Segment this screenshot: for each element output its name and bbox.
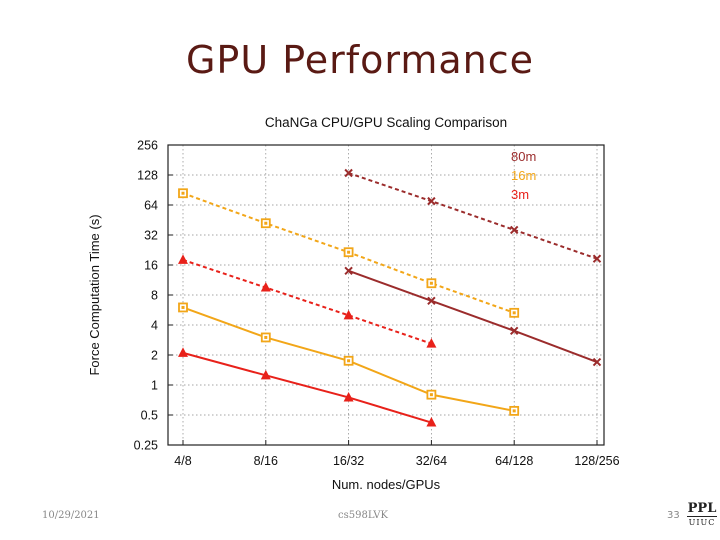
series-16m-gpu <box>178 302 520 416</box>
x-tick-label: 64/128 <box>495 454 533 468</box>
logo-top-text: PPL <box>687 501 717 517</box>
data-point-x-marker <box>509 326 519 335</box>
legend-item-80m: 80m <box>511 149 536 164</box>
data-point-triangle-marker <box>178 254 188 264</box>
legend-item-3m: 3m <box>511 187 529 202</box>
data-point-triangle-marker <box>260 369 271 380</box>
x-tick-label: 128/256 <box>574 454 619 468</box>
y-tick-label: 4 <box>151 319 158 333</box>
data-point-x-marker <box>592 254 602 263</box>
y-tick-label: 256 <box>137 139 158 153</box>
y-axis-label: Force Computation Time (s) <box>87 214 102 375</box>
data-point-square-center <box>429 393 433 397</box>
x-tick-label: 16/32 <box>333 454 364 468</box>
data-point-triangle-marker <box>426 417 437 427</box>
data-point-square-center <box>347 250 351 254</box>
data-point-square-center <box>181 191 185 195</box>
data-point-square-center <box>512 409 516 413</box>
logo-bottom-text: UIUC <box>688 518 716 527</box>
data-point-x-marker <box>344 168 353 178</box>
data-point-triangle-marker <box>260 282 271 292</box>
series-3m-cpu <box>178 254 437 348</box>
series-80m-cpu <box>344 168 602 263</box>
data-point-triangle-marker <box>426 338 437 348</box>
series-line <box>348 269 598 363</box>
data-point-square-center <box>347 359 351 363</box>
y-tick-label: 8 <box>151 289 158 303</box>
data-point-x-marker <box>509 225 519 235</box>
legend: 80m 16m 3m <box>511 149 536 202</box>
x-tick-label: 4/8 <box>174 454 191 468</box>
slide-title: GPU Performance <box>185 38 535 82</box>
x-tick-label: 8/16 <box>254 454 278 468</box>
series-line <box>348 172 598 260</box>
data-point-x-marker <box>427 196 436 206</box>
data-point-triangle-marker <box>343 391 354 402</box>
y-tick-label: 0.5 <box>141 409 158 423</box>
series-80m-gpu <box>344 266 602 367</box>
series-16m-cpu <box>178 188 520 318</box>
series-group <box>178 168 602 427</box>
data-point-square-center <box>264 221 268 225</box>
data-point-square-center <box>264 335 268 339</box>
data-point-square-center <box>512 311 516 315</box>
x-axis-label: Num. nodes/GPUs <box>332 477 441 492</box>
data-point-square-center <box>181 305 185 309</box>
y-tick-label: 16 <box>144 259 158 273</box>
y-tick-label: 32 <box>144 229 158 243</box>
data-point-x-marker <box>592 357 602 367</box>
legend-item-16m: 16m <box>511 168 536 183</box>
y-tick-label: 2 <box>151 349 158 363</box>
y-tick-label: 64 <box>144 199 158 213</box>
y-tick-label: 0.25 <box>134 439 158 453</box>
ppl-logo: PPL UIUC <box>687 502 717 536</box>
y-tick-label: 128 <box>137 169 158 183</box>
series-line <box>182 351 432 424</box>
series-line <box>182 258 432 345</box>
chart-title: ChaNGa CPU/GPU Scaling Comparison <box>265 115 507 130</box>
data-point-triangle-marker <box>178 347 188 357</box>
footer-course: cs598LVK <box>338 510 388 521</box>
data-point-x-marker <box>427 296 436 305</box>
axis-ticks: 0.25 0.5 1 2 4 8 16 32 64 128 256 4/8 8/16 16/32 32/64… <box>134 139 620 469</box>
data-point-triangle-marker <box>343 309 354 320</box>
series-3m-gpu <box>178 347 437 427</box>
data-point-square-center <box>429 281 433 285</box>
x-tick-label: 32/64 <box>416 454 447 468</box>
page-number: 33 <box>667 510 680 521</box>
footer-date: 10/29/2021 <box>42 510 100 521</box>
y-tick-label: 1 <box>151 379 158 393</box>
data-point-x-marker <box>344 266 353 275</box>
grid-lines <box>168 144 604 446</box>
